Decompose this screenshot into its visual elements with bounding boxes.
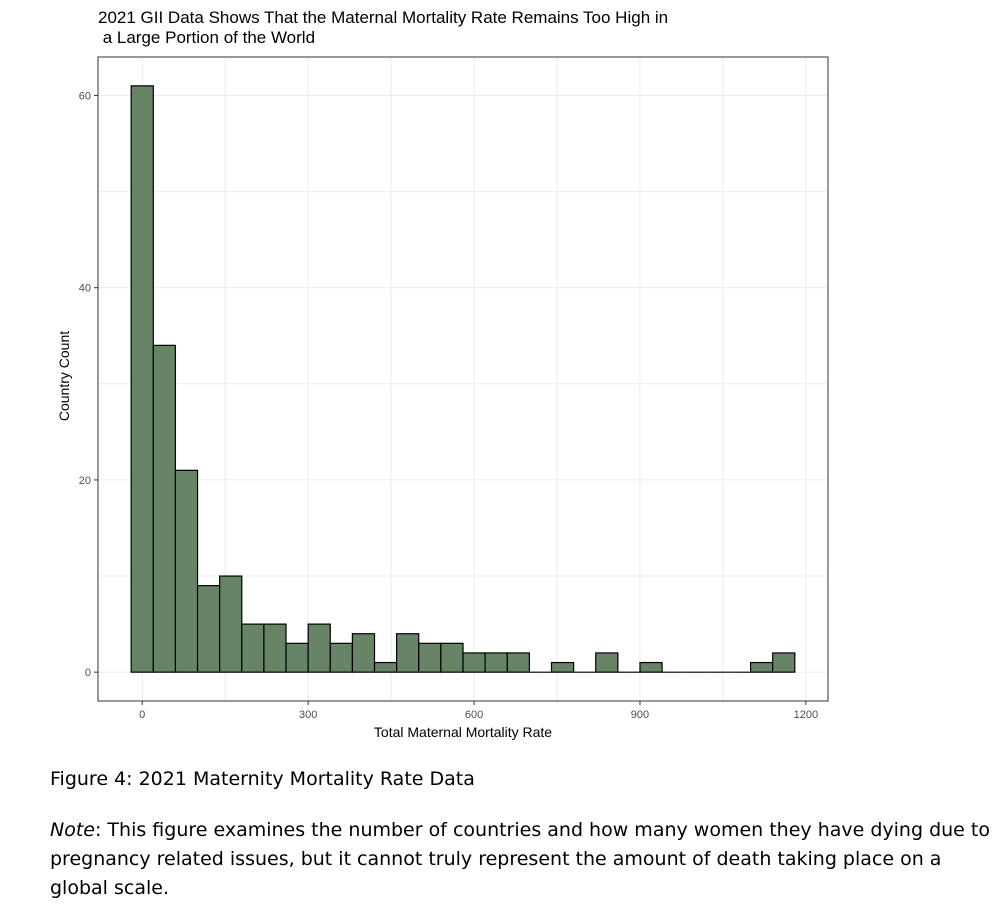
note-label: Note <box>50 819 95 841</box>
y-axis-label: Country Count <box>56 331 72 421</box>
histogram-bar <box>550 661 575 673</box>
histogram-bar <box>219 575 243 673</box>
note-text: : This figure examines the number of cou… <box>50 819 990 899</box>
y-axis-ticks: 0 20 40 60 <box>79 90 98 679</box>
chart-title-line-2: a Large Portion of the World <box>98 28 316 47</box>
histogram-bar <box>396 633 420 673</box>
histogram-chart: 0 300 600 900 1200 0 20 40 60 Total Maternal Mo… <box>56 56 829 740</box>
x-axis-ticks: 0 300 600 900 1200 <box>139 701 818 721</box>
histogram-bar <box>285 642 309 673</box>
histogram-bar <box>351 633 376 673</box>
histogram-bar <box>418 642 442 673</box>
chart-title-line-1: 2021 GII Data Shows That the Maternal Mo… <box>98 8 669 27</box>
figure-caption: Figure 4: 2021 Maternity Mortality Rate … <box>50 768 475 790</box>
y-tick-label: 0 <box>85 667 91 679</box>
y-tick-label: 40 <box>79 283 91 295</box>
histogram-bar <box>329 642 353 673</box>
y-tick-label: 60 <box>79 90 91 102</box>
plot-border <box>97 56 829 702</box>
x-tick-label: 1200 <box>794 709 818 721</box>
histogram-bar <box>506 652 530 673</box>
histogram-bars <box>130 85 796 673</box>
x-tick-label: 900 <box>631 709 649 721</box>
histogram-bar <box>196 585 221 673</box>
histogram-bar <box>639 661 663 673</box>
histogram-bar <box>484 652 508 673</box>
histogram-bar <box>307 623 331 673</box>
histogram-bar <box>130 85 154 673</box>
chart-title: 2021 GII Data Shows That the Maternal Mo… <box>98 8 798 48</box>
figure-note: Note: This figure examines the number of… <box>50 816 995 903</box>
histogram-bar <box>462 652 486 673</box>
histogram-bar <box>772 652 796 673</box>
histogram-bar <box>174 469 199 673</box>
x-tick-label: 0 <box>139 709 145 721</box>
histogram-bar <box>241 623 265 673</box>
histogram-bar <box>595 652 619 673</box>
y-tick-label: 20 <box>79 475 91 487</box>
histogram-bar <box>263 623 287 673</box>
histogram-bar <box>373 661 398 673</box>
histogram-bar <box>440 642 464 673</box>
x-axis-label: Total Maternal Mortality Rate <box>374 724 552 740</box>
histogram-bar <box>152 344 177 673</box>
x-tick-label: 600 <box>465 709 483 721</box>
x-tick-label: 300 <box>299 709 317 721</box>
histogram-bar <box>749 661 774 673</box>
